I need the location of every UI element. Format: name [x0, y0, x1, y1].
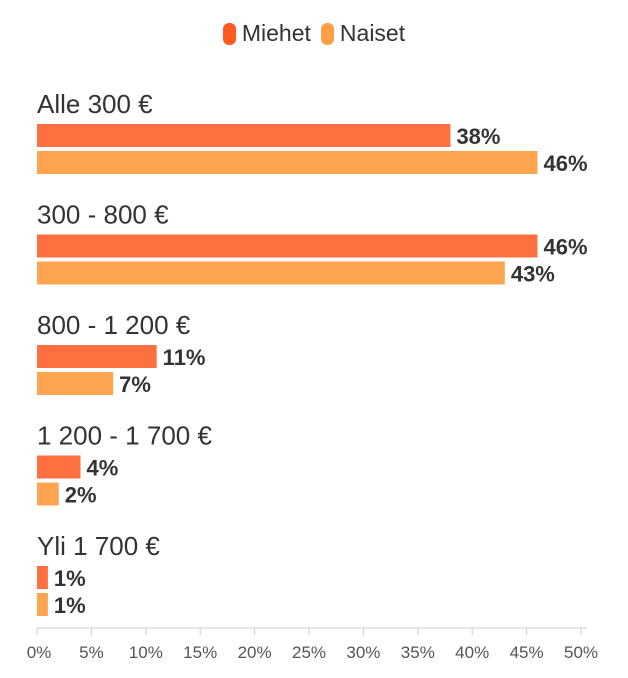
value-label-miehet-4: 1% — [54, 566, 86, 591]
bar-miehet-4[interactable] — [37, 566, 48, 589]
value-label-naiset-2: 7% — [119, 372, 151, 397]
category-label-0: Alle 300 € — [37, 89, 153, 119]
bar-naiset-4[interactable] — [37, 593, 48, 616]
x-tick-label-8: 40% — [455, 643, 489, 662]
value-label-naiset-3: 2% — [65, 483, 97, 508]
x-tick-label-3: 15% — [183, 643, 217, 662]
bar-naiset-0[interactable] — [37, 151, 538, 174]
bar-naiset-2[interactable] — [37, 372, 114, 395]
x-tick-label-9: 45% — [510, 643, 544, 662]
bar-miehet-0[interactable] — [37, 124, 451, 147]
value-label-naiset-4: 1% — [54, 593, 86, 618]
x-tick-label-0: 0% — [27, 643, 52, 662]
bar-miehet-1[interactable] — [37, 234, 538, 258]
legend-label-miehet: Miehet — [241, 20, 311, 46]
x-tick-label-7: 35% — [401, 643, 435, 662]
bar-naiset-3[interactable] — [37, 482, 59, 506]
legend: Miehet Naiset — [0, 20, 628, 47]
category-label-4: Yli 1 700 € — [37, 531, 160, 561]
x-tick-label-5: 25% — [292, 643, 326, 662]
legend-item-miehet[interactable]: Miehet — [222, 20, 311, 47]
value-label-naiset-0: 46% — [543, 151, 587, 176]
bar-miehet-3[interactable] — [37, 455, 81, 479]
category-label-1: 300 - 800 € — [37, 200, 169, 230]
legend-swatch-naiset — [320, 22, 334, 45]
x-tick-label-10: 50% — [564, 643, 598, 662]
x-tick-label-6: 30% — [346, 643, 380, 662]
x-tick-label-1: 5% — [79, 643, 104, 662]
x-tick-label-4: 20% — [238, 643, 272, 662]
category-label-2: 800 - 1 200 € — [37, 310, 191, 340]
value-label-miehet-3: 4% — [87, 456, 119, 481]
value-label-miehet-0: 38% — [456, 124, 500, 149]
value-label-miehet-2: 11% — [163, 345, 206, 370]
x-tick-label-2: 10% — [129, 643, 163, 662]
category-label-3: 1 200 - 1 700 € — [37, 421, 212, 451]
value-label-naiset-1: 43% — [511, 262, 555, 287]
legend-item-naiset[interactable]: Naiset — [320, 20, 406, 47]
bar-naiset-1[interactable] — [37, 261, 505, 285]
value-label-miehet-1: 46% — [543, 235, 587, 260]
legend-swatch-miehet — [222, 22, 236, 45]
legend-label-naiset: Naiset — [339, 20, 406, 46]
bar-miehet-2[interactable] — [37, 345, 157, 368]
